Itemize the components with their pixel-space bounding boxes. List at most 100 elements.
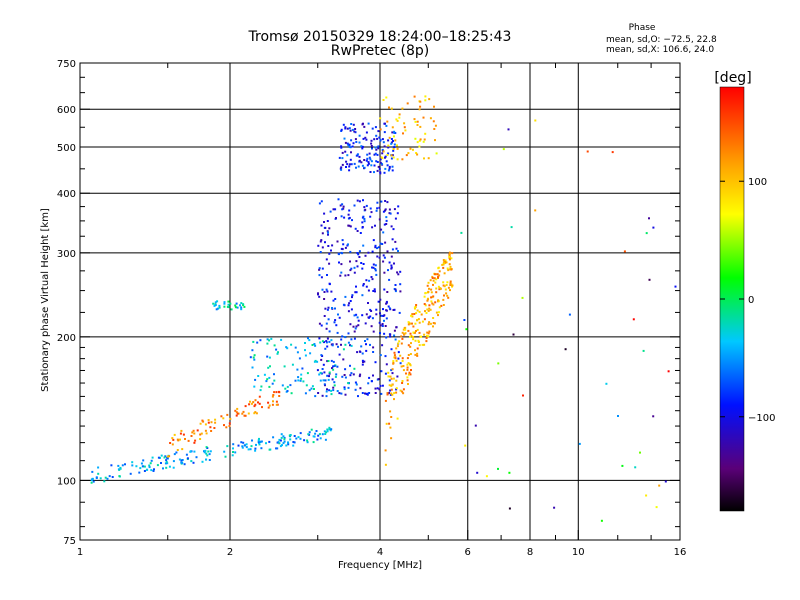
data-point [395,388,398,391]
data-point [313,360,316,363]
data-point [283,438,286,441]
data-point [401,390,404,393]
data-point [366,164,369,167]
data-point [398,113,401,116]
data-point [373,153,376,156]
data-point [216,300,219,303]
data-point [386,164,389,167]
data-point [422,140,425,143]
data-point [424,132,427,135]
data-point [275,348,278,351]
data-point [355,383,358,386]
data-point [376,169,379,172]
data-point [384,122,386,125]
data-point [165,459,168,462]
data-point [390,142,393,145]
data-point [375,313,378,316]
data-point [446,267,449,270]
data-point [344,141,347,144]
data-point [417,318,420,321]
data-point [390,437,393,440]
data-point [227,300,230,303]
data-point [423,138,426,141]
data-point [389,426,392,429]
data-point [416,352,419,355]
data-point [118,475,121,478]
data-point [393,308,396,311]
data-point [534,119,537,122]
colorbar-ticks: 100 0 −100 [720,177,775,424]
data-point [310,428,313,431]
data-point [355,154,358,157]
data-point [497,362,500,365]
data-point [396,417,399,420]
data-point [373,171,375,174]
data-point [508,471,511,474]
data-point [326,290,329,293]
data-point [353,162,356,165]
data-point [254,411,257,414]
data-point [358,134,361,137]
data-point [362,199,364,202]
data-point [232,451,234,453]
data-point [351,128,354,131]
data-point [361,359,364,362]
data-point [325,322,328,325]
data-point [321,246,324,249]
data-point [374,126,377,129]
x-axis-label: Frequency [MHz] [338,560,422,571]
data-point [407,323,410,326]
data-point [240,306,243,309]
data-point [366,153,369,156]
data-point [364,340,366,342]
data-point [365,131,368,134]
data-point [386,392,389,395]
data-point [325,395,328,398]
data-point [371,278,374,281]
data-point [334,307,336,310]
data-point [384,167,387,170]
data-point [336,390,339,392]
data-point [342,205,345,208]
data-point [225,426,228,429]
data-point [368,279,371,282]
chart-subtitle: RwPretec (8p) [331,43,429,59]
data-point [361,352,364,355]
data-point [350,344,353,347]
data-point [395,247,398,250]
data-point [303,439,306,442]
data-point [353,314,356,317]
data-point [414,120,417,123]
x-tick-label: 8 [527,547,533,558]
data-point [510,226,513,229]
data-point [390,388,393,391]
data-point [370,325,373,328]
data-point [368,376,371,379]
data-point [314,395,317,398]
data-point [205,446,208,449]
data-point [239,304,241,307]
data-point [393,356,396,359]
data-point [349,269,352,272]
data-point [171,437,174,440]
data-point [213,427,216,429]
data-point [460,231,463,234]
data-point [397,357,400,360]
data-point [374,268,377,270]
data-point [267,401,270,404]
data-point [348,302,351,305]
data-point [267,366,270,369]
data-point [387,139,390,142]
data-point [348,145,351,148]
data-point [325,258,328,261]
data-point [658,484,661,487]
data-point [223,301,226,304]
data-point [386,393,389,396]
data-point [328,426,331,429]
data-point [358,375,361,378]
data-point [391,126,394,129]
data-point [295,437,298,440]
data-point [373,288,376,291]
data-point [371,226,374,229]
data-point [394,240,397,243]
